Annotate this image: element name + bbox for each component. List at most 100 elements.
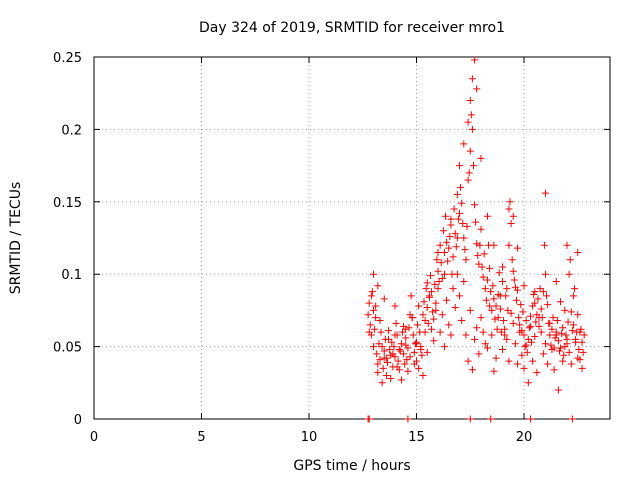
data-point — [522, 341, 530, 349]
data-point — [505, 357, 513, 365]
data-point — [466, 306, 474, 314]
data-point — [433, 256, 441, 264]
data-point — [424, 319, 432, 327]
data-point — [452, 243, 460, 251]
y-tick-label: 0.2 — [61, 123, 82, 138]
x-tick-label: 20 — [516, 430, 533, 445]
data-point — [442, 212, 450, 220]
data-point — [509, 267, 517, 275]
data-point — [560, 351, 568, 359]
data-point — [516, 321, 524, 329]
data-point — [477, 314, 485, 322]
data-point — [529, 357, 537, 365]
data-point — [546, 331, 554, 339]
data-point — [460, 277, 468, 285]
data-point — [578, 338, 586, 346]
data-point — [553, 317, 561, 325]
data-point — [460, 140, 468, 148]
data-point — [464, 357, 472, 365]
data-point — [394, 357, 402, 365]
data-point — [569, 292, 577, 300]
data-point — [418, 351, 426, 359]
data-point — [552, 277, 560, 285]
data-point — [524, 379, 532, 387]
data-point — [449, 253, 457, 261]
data-point — [515, 314, 523, 322]
data-point — [578, 364, 586, 372]
data-point — [380, 354, 388, 362]
data-point — [405, 324, 413, 332]
data-point — [414, 321, 422, 329]
data-point — [365, 299, 373, 307]
data-point — [492, 354, 500, 362]
data-point — [436, 328, 444, 336]
data-point — [453, 191, 461, 199]
data-point — [471, 201, 479, 209]
data-point — [477, 225, 485, 233]
data-point — [464, 118, 472, 126]
data-point — [453, 270, 461, 278]
data-point — [475, 350, 483, 358]
data-point — [534, 295, 542, 303]
data-point — [364, 311, 372, 319]
x-tick-label: 5 — [197, 430, 205, 445]
data-point — [548, 325, 556, 333]
data-point — [574, 354, 582, 362]
data-point — [368, 288, 376, 296]
data-point — [503, 285, 511, 293]
y-axis-title: SRMTID / TECUs — [8, 182, 24, 295]
data-point — [510, 276, 518, 284]
data-point — [449, 285, 457, 293]
data-point — [420, 298, 428, 306]
data-point — [475, 260, 483, 268]
data-point — [503, 335, 511, 343]
data-point — [506, 198, 514, 206]
data-point — [386, 345, 394, 353]
data-point — [458, 199, 466, 207]
data-point — [466, 96, 474, 104]
data-point — [490, 295, 498, 303]
data-point — [374, 282, 382, 290]
data-point — [385, 327, 393, 335]
data-point — [532, 318, 540, 326]
data-point — [372, 314, 380, 322]
data-point — [379, 364, 387, 372]
data-point — [465, 169, 473, 177]
data-point — [483, 344, 491, 352]
data-point — [505, 241, 513, 249]
data-point — [385, 335, 393, 343]
data-point — [526, 415, 534, 423]
data-point — [489, 282, 497, 290]
data-point — [374, 369, 382, 377]
data-point — [490, 367, 498, 375]
data-point — [520, 331, 528, 339]
plot-frame — [93, 56, 611, 420]
data-point — [466, 415, 474, 423]
data-point — [456, 292, 463, 300]
data-point — [530, 290, 538, 298]
data-point — [376, 317, 384, 325]
data-point — [546, 319, 554, 327]
data-point — [468, 125, 476, 133]
data-point — [580, 331, 588, 339]
data-point — [542, 189, 549, 197]
data-point — [495, 269, 503, 277]
data-point — [468, 366, 476, 374]
y-tick-label: 0.1 — [61, 268, 82, 283]
data-point — [514, 360, 522, 368]
data-point — [567, 308, 575, 316]
data-point — [519, 308, 527, 316]
data-point — [536, 285, 544, 293]
data-point — [459, 220, 467, 228]
data-point — [443, 238, 451, 246]
data-point — [464, 176, 472, 184]
data-point — [445, 244, 453, 252]
data-point — [523, 348, 531, 356]
data-point — [508, 256, 516, 264]
data-point — [501, 325, 509, 333]
data-point — [564, 318, 572, 326]
data-point — [457, 183, 465, 191]
data-point — [531, 299, 539, 307]
data-point — [563, 335, 571, 343]
data-point — [400, 350, 408, 358]
